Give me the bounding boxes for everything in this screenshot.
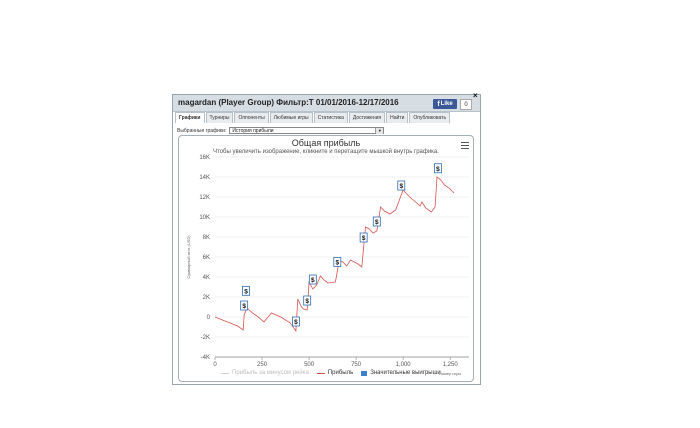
chart-title: Общая прибыль <box>291 138 361 148</box>
big-win-flag <box>240 300 249 311</box>
legend-item-big-wins[interactable]: Значительные выигрыши <box>361 370 441 376</box>
graph-select-row: Выбранные графики: История прибыли ▼ <box>177 126 385 135</box>
tab-achievements[interactable]: Достижения <box>348 112 386 123</box>
player-graph-window: magardan (Player Group) Фильтр:T 01/01/2… <box>172 91 481 385</box>
legend-label: Значительные выигрыши <box>370 370 441 376</box>
chevron-down-icon: ▼ <box>375 128 384 134</box>
chart-subtitle: Чтобы увеличить изображение, кликните и … <box>213 149 439 155</box>
y-tick-label: 2K <box>203 295 210 301</box>
hamburger-menu-icon[interactable] <box>461 142 469 149</box>
legend-item-profit[interactable]: Прибыль <box>316 370 354 376</box>
legend-box-swatch <box>361 370 368 376</box>
big-win-flag <box>397 180 406 191</box>
legend-label: Прибыль за минусом рейка <box>232 370 309 376</box>
big-win-flag <box>292 316 300 327</box>
legend-label: Прибыль <box>327 370 354 376</box>
graph-select[interactable]: История прибыли ▼ <box>229 127 385 134</box>
window-titlebar: magardan (Player Group) Фильтр:T 01/01/2… <box>173 91 480 112</box>
facebook-like-count: 0 <box>460 99 472 110</box>
y-tick-label: 8K <box>203 235 210 241</box>
chart-plot[interactable]: -4K -2K 0 2K 4K 6K 8K 10K 12K 14K 16K 0 250 500 750 1,0… <box>179 136 473 381</box>
tab-publish[interactable]: Опубликовать <box>409 112 451 123</box>
chart-legend: Прибыль за минусом рейка Прибыль Значите… <box>221 370 441 376</box>
x-axis-unit: Номер игры <box>439 371 462 376</box>
x-tick-label: 1,000 <box>396 362 412 368</box>
tab-tournaments[interactable]: Турниры <box>205 112 234 123</box>
y-tick-label: 12K <box>199 195 210 201</box>
big-win-dollar-icon: $ <box>335 260 339 267</box>
legend-line-swatch <box>221 372 229 374</box>
big-win-dollar-icon: $ <box>362 235 366 242</box>
x-tick-label: 250 <box>257 362 268 368</box>
y-tick-label: 4K <box>203 275 210 281</box>
y-tick-label: 10K <box>199 215 210 221</box>
legend-item-net-profit[interactable]: Прибыль за минусом рейка <box>221 370 309 376</box>
big-win-dollar-icon: $ <box>242 303 246 310</box>
big-win-flag <box>434 163 442 174</box>
y-tick-label: 16K <box>199 155 210 161</box>
y-axis-title: Суммарный итог (USD) <box>186 235 191 279</box>
big-win-flag <box>372 216 381 227</box>
graph-select-label: Выбранные графики: <box>177 127 227 134</box>
x-tick-label: 0 <box>213 362 217 368</box>
y-tick-label: 14K <box>199 175 210 181</box>
profit-series-line <box>214 176 455 333</box>
big-win-dollar-icon: $ <box>305 298 309 305</box>
big-win-flag <box>303 295 312 306</box>
y-tick-label: 0 <box>207 315 211 321</box>
profit-chart[interactable]: Общая прибыль Чтобы увеличить изображени… <box>178 135 474 382</box>
tab-find[interactable]: Найти <box>386 112 409 123</box>
big-win-dollar-icon: $ <box>244 288 248 295</box>
tab-graphs[interactable]: Графики <box>175 112 205 123</box>
big-win-flag <box>333 257 342 267</box>
big-win-dollar-icon: $ <box>294 319 298 326</box>
tab-statistics[interactable]: Статистика <box>313 112 348 123</box>
big-win-dollar-icon: $ <box>399 183 403 190</box>
tab-bar: Графики Турниры Оппоненты Любимые игры С… <box>175 112 451 123</box>
y-tick-label: 6K <box>203 255 210 261</box>
window-title: magardan (Player Group) Фильтр:T 01/01/2… <box>178 98 399 107</box>
big-win-flag <box>359 232 368 243</box>
legend-line-swatch <box>316 372 325 374</box>
facebook-like-button[interactable]: f Like <box>433 99 457 109</box>
x-tick-label: 1,250 <box>443 362 459 368</box>
close-icon[interactable]: × <box>473 91 478 100</box>
facebook-like-label: Like <box>440 101 453 107</box>
x-tick-label: 500 <box>304 362 315 368</box>
big-win-dollar-icon: $ <box>311 277 315 284</box>
big-win-dollar-icon: $ <box>436 166 440 173</box>
y-tick-label: -2K <box>201 335 210 341</box>
y-tick-label: -4K <box>201 355 210 361</box>
graph-select-value: История прибыли <box>232 128 274 134</box>
big-win-flag <box>308 274 317 285</box>
x-tick-label: 750 <box>351 362 362 368</box>
facebook-icon: f <box>437 100 440 108</box>
big-win-flag <box>242 285 250 296</box>
big-win-dollar-icon: $ <box>375 219 379 226</box>
tab-opponents[interactable]: Оппоненты <box>234 112 269 123</box>
tab-favorite-games[interactable]: Любимые игры <box>269 112 313 123</box>
